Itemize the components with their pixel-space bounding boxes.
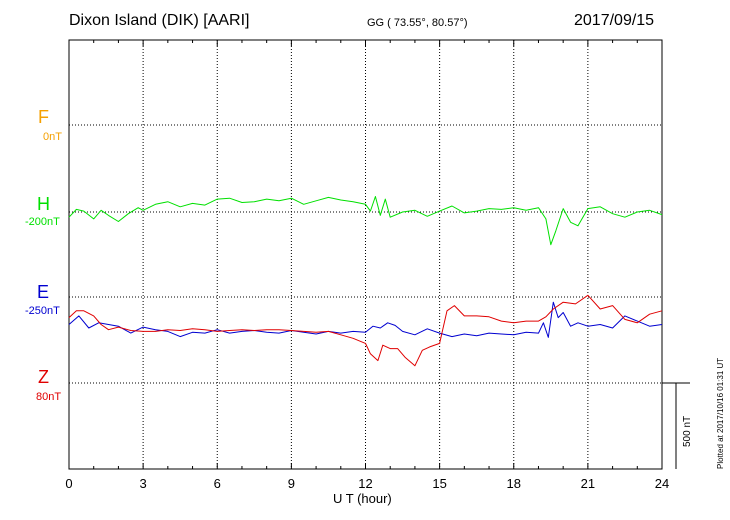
x-tick-label: 15 xyxy=(432,476,447,491)
x-tick-label: 24 xyxy=(654,476,670,491)
x-tick-label: 6 xyxy=(213,476,221,491)
channel-offset-f: 0nT xyxy=(43,131,62,143)
channel-label-z: Z xyxy=(38,367,49,387)
x-axis-label: U T (hour) xyxy=(333,491,392,506)
channel-offset-e: -250nT xyxy=(25,305,60,317)
series-line-z xyxy=(68,294,663,367)
x-tick-label: 21 xyxy=(580,476,596,491)
x-tick-label: 3 xyxy=(139,476,147,491)
plot-date: 2017/09/15 xyxy=(574,12,655,29)
scale-bar-label: 500 nT xyxy=(682,415,693,447)
series-line-e xyxy=(68,301,663,338)
x-tick-label: 9 xyxy=(287,476,295,491)
plot-frame xyxy=(68,39,663,470)
geo-coords: GG ( 73.55°, 80.57°) xyxy=(367,17,468,29)
x-axis-ticks xyxy=(68,40,663,469)
channel-label-e: E xyxy=(37,282,50,302)
channel-offset-z: 80nT xyxy=(36,391,62,403)
plotted-timestamp: Plotted at 2017/10/16 01:31 UT xyxy=(716,357,725,469)
series-lines xyxy=(68,196,663,367)
x-tick-label: 0 xyxy=(65,476,73,491)
channel-label-f: F xyxy=(38,107,49,127)
channel-offset-h: -200nT xyxy=(25,216,60,228)
x-tick-label: 18 xyxy=(506,476,521,491)
scale-bar xyxy=(662,382,690,469)
x-tick-label: 12 xyxy=(358,476,373,491)
station-title: Dixon Island (DIK) [AARI] xyxy=(69,12,250,29)
series-line-h xyxy=(68,196,663,246)
grid xyxy=(69,40,662,469)
channel-label-h: H xyxy=(37,194,50,214)
